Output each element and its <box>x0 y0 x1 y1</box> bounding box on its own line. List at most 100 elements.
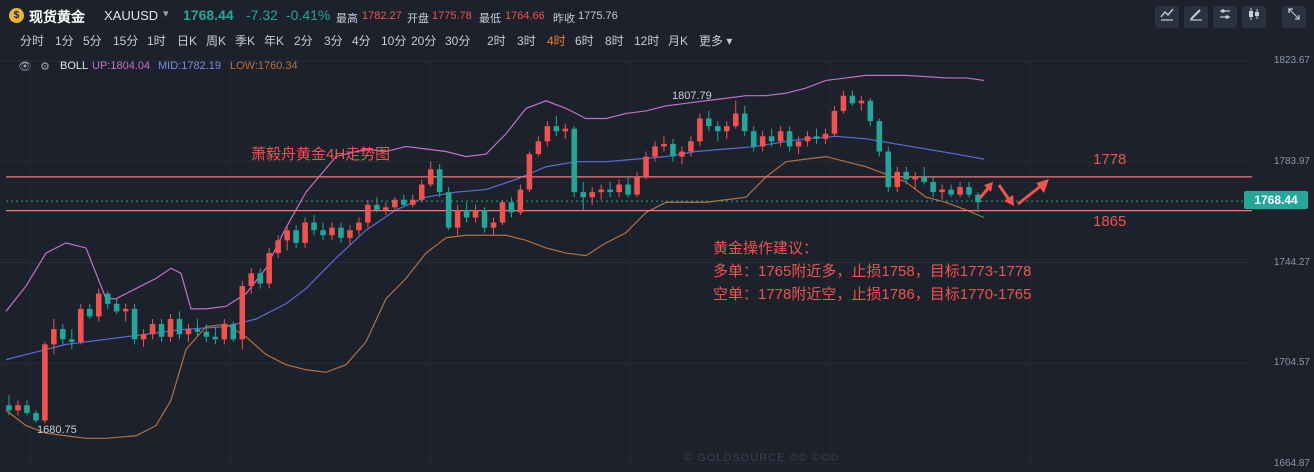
candle-body <box>948 189 954 195</box>
indicator-icon[interactable] <box>1155 6 1179 28</box>
period-8[interactable]: 年K <box>264 34 285 48</box>
watermark: © GOLDSOURCE ©© ©©© <box>684 452 840 464</box>
indicator-name[interactable]: BOLL <box>60 60 89 72</box>
candle-body <box>912 176 918 180</box>
period-9[interactable]: 2分 <box>294 34 313 48</box>
period-5[interactable]: 日K <box>177 34 198 48</box>
candle-body <box>562 128 569 132</box>
period-20[interactable]: 12时 <box>634 34 660 48</box>
period-19[interactable]: 8时 <box>605 34 624 48</box>
candle-body <box>15 405 21 411</box>
candle-body <box>643 156 649 177</box>
level-label-upper: 1778 <box>1093 151 1127 168</box>
candle-body <box>634 176 640 195</box>
high-value: 1782.27 <box>362 10 402 22</box>
candle-body <box>768 136 775 142</box>
candle-body <box>670 143 676 157</box>
candle-body <box>374 204 380 210</box>
candle-body <box>813 136 820 139</box>
instrument-name[interactable]: 现货黄金 <box>29 9 85 25</box>
candle-body <box>239 286 246 340</box>
candle-body <box>230 324 237 340</box>
boll-upper-line <box>5 74 985 312</box>
period-7[interactable]: 季K <box>235 34 256 48</box>
period-13[interactable]: 20分 <box>411 34 437 48</box>
candle-body <box>885 151 892 188</box>
candle-body <box>580 192 587 198</box>
low-value: 1764.66 <box>505 10 545 22</box>
candle-body <box>140 334 147 340</box>
symbol-dropdown-icon[interactable]: ▾ <box>163 8 169 20</box>
period-17[interactable]: 4时 <box>547 34 566 48</box>
period-1[interactable]: 1分 <box>55 34 74 48</box>
candle-body <box>311 222 317 231</box>
chart-grid <box>0 60 1250 465</box>
period-15[interactable]: 2时 <box>487 34 506 48</box>
candle-body <box>589 192 595 198</box>
boll-low-value: LOW:1760.34 <box>230 60 298 72</box>
candle-body <box>347 230 353 238</box>
candle-body <box>203 331 210 337</box>
candle-body <box>113 303 120 312</box>
period-11[interactable]: 4分 <box>352 34 371 48</box>
period-bar: 分时 1分 5分 15分 1时 日K 周K 季K 年K 2分 3分 4分 10分 20分 30分 2时 3时 4时… <box>0 32 1314 50</box>
period-10[interactable]: 3分 <box>324 34 343 48</box>
y-tick-label: 1744.27 <box>1273 256 1310 268</box>
last-price: 1768.44 <box>183 7 234 23</box>
candle-body <box>858 100 865 104</box>
candle-body <box>939 189 945 193</box>
period-22[interactable]: 更多 ▾ <box>699 34 733 48</box>
arrow-up-large-head <box>1036 179 1049 193</box>
candle-body <box>795 141 802 147</box>
candle-body <box>445 192 452 228</box>
candle-body <box>957 187 963 195</box>
candle-body <box>831 110 838 134</box>
candle-style-icon[interactable] <box>1242 6 1266 28</box>
period-6[interactable]: 周K <box>206 34 227 48</box>
eye-icon[interactable]: 👁 <box>18 61 32 73</box>
plan-short: 空单：1778附近空，止损1786，目标1770-1765 <box>713 286 1032 303</box>
candle-body <box>427 169 434 185</box>
candle-body <box>95 293 102 317</box>
period-12[interactable]: 10分 <box>381 34 407 48</box>
period-0[interactable]: 分时 <box>20 34 45 48</box>
candle-body <box>221 324 228 340</box>
candle-body <box>849 95 856 104</box>
period-3[interactable]: 15分 <box>113 34 139 48</box>
open-label: 开盘 <box>407 13 429 25</box>
fullscreen-icon[interactable] <box>1282 6 1306 28</box>
instrument-symbol[interactable]: XAUUSD <box>104 8 159 23</box>
candle-body <box>867 100 874 122</box>
period-21[interactable]: 月K <box>668 34 689 48</box>
candle-body <box>77 308 84 342</box>
candle-body <box>490 222 497 228</box>
draw-icon[interactable] <box>1184 6 1208 28</box>
period-4[interactable]: 1时 <box>147 34 166 48</box>
candle-body <box>804 136 811 142</box>
annotation-arrows <box>978 179 1049 206</box>
period-14[interactable]: 30分 <box>445 34 471 48</box>
candle-body <box>320 230 326 236</box>
y-tick-label: 1664.87 <box>1273 458 1310 469</box>
candle-body <box>248 273 255 287</box>
indicator-settings-icon[interactable]: ⚙ <box>40 61 50 73</box>
candle-body <box>481 209 488 228</box>
candle-body <box>60 329 66 340</box>
horizontal-levels <box>6 176 1252 212</box>
candle-body <box>454 209 461 228</box>
period-16[interactable]: 3时 <box>517 34 536 48</box>
price-change: -7.32 <box>246 7 278 23</box>
candle-body <box>383 207 389 210</box>
period-2[interactable]: 5分 <box>83 34 102 48</box>
period-18[interactable]: 6时 <box>575 34 594 48</box>
candle-body <box>876 121 883 152</box>
high-label: 最高 <box>336 13 358 25</box>
settings-icon[interactable] <box>1213 6 1237 28</box>
candle-body <box>275 240 281 254</box>
low-label: 最低 <box>479 13 501 25</box>
candle-body <box>661 143 667 147</box>
candle-body <box>966 187 972 195</box>
candle-body <box>571 128 578 193</box>
boll-up-value: UP:1804.04 <box>92 60 151 72</box>
